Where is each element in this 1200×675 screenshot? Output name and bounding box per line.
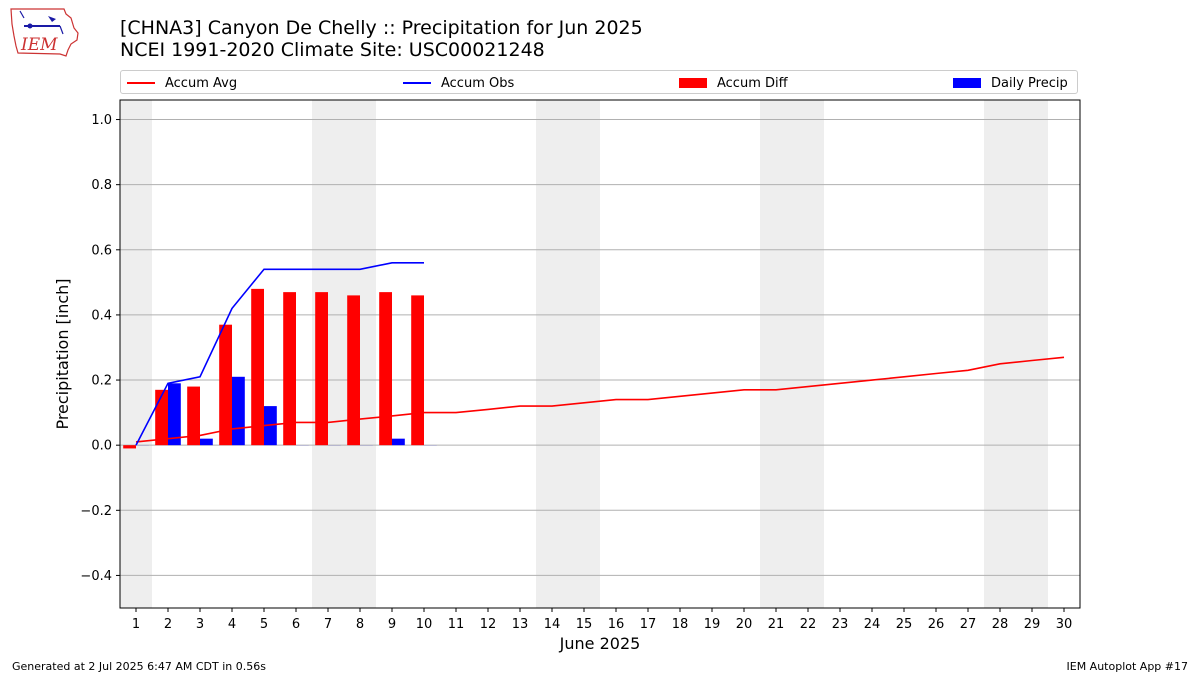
legend-swatch-accum-diff [679, 78, 707, 88]
accum-diff-bar [379, 292, 392, 446]
y-axis-label: Precipitation [inch] [53, 278, 72, 429]
daily-precip-bar [168, 383, 181, 446]
x-tick-label: 7 [324, 617, 332, 632]
x-tick-label: 10 [416, 617, 433, 632]
daily-precip-bar [392, 438, 405, 446]
y-tick-label: −0.4 [80, 569, 112, 584]
x-tick-label: 22 [800, 617, 817, 632]
legend-swatch-daily-precip [953, 78, 981, 88]
legend-swatch-accum-obs [403, 82, 431, 84]
y-tick-label: 0.4 [91, 308, 112, 323]
x-axis-label: June 2025 [559, 634, 641, 653]
x-tick-label: 28 [992, 617, 1009, 632]
daily-precip-bar [200, 438, 213, 446]
x-tick-label: 30 [1056, 617, 1073, 632]
x-tick-label: 23 [832, 617, 849, 632]
x-tick-label: 14 [544, 617, 561, 632]
weekend-shade [120, 100, 152, 608]
legend-item-accum-diff: Accum Diff [679, 74, 788, 92]
accum-obs-line [135, 261, 424, 446]
accum-avg-line [135, 356, 1065, 443]
chart-subtitle: NCEI 1991-2020 Climate Site: USC00021248 [120, 39, 545, 61]
generated-timestamp: Generated at 2 Jul 2025 6:47 AM CDT in 0… [12, 660, 266, 673]
accum-diff-bar [251, 288, 264, 446]
x-tick-label: 15 [576, 617, 593, 632]
accum-diff-bar [219, 324, 232, 446]
legend-item-accum-avg: Accum Avg [127, 74, 237, 92]
accum-diff-bar [315, 292, 328, 446]
y-tick-label: −0.2 [80, 504, 112, 519]
x-tick-label: 16 [608, 617, 625, 632]
x-tick-label: 21 [768, 617, 785, 632]
y-tick-label: 0.8 [91, 178, 112, 193]
x-tick-label: 8 [356, 617, 364, 632]
legend-item-daily-precip: Daily Precip [953, 74, 1068, 92]
x-tick-label: 13 [512, 617, 529, 632]
x-tick-label: 1 [132, 617, 140, 632]
legend-label-accum-avg: Accum Avg [165, 75, 238, 91]
chart-title: [CHNA3] Canyon De Chelly :: Precipitatio… [120, 17, 643, 39]
accum-diff-bar [347, 295, 360, 446]
y-tick-label: 0.6 [91, 243, 112, 258]
x-tick-label: 27 [960, 617, 977, 632]
legend-label-daily-precip: Daily Precip [991, 75, 1068, 91]
x-tick-label: 5 [260, 617, 268, 632]
x-tick-label: 4 [228, 617, 236, 632]
accum-diff-bar [283, 292, 296, 446]
legend-label-accum-diff: Accum Diff [717, 75, 788, 91]
x-tick-label: 3 [196, 617, 204, 632]
x-tick-label: 9 [388, 617, 396, 632]
legend: Accum Avg Accum Obs Accum Diff Daily Pre… [120, 70, 1078, 94]
x-tick-label: 2 [164, 617, 172, 632]
logo-text: IEM [20, 35, 58, 55]
x-tick-label: 25 [896, 617, 913, 632]
x-tick-label: 18 [672, 617, 689, 632]
x-tick-label: 12 [480, 617, 497, 632]
weekend-shade [536, 100, 600, 608]
y-tick-label: 0.2 [91, 374, 112, 389]
accum-diff-bar [187, 386, 200, 446]
x-tick-label: 6 [292, 617, 300, 632]
x-tick-label: 11 [448, 617, 465, 632]
x-tick-label: 19 [704, 617, 721, 632]
x-tick-label: 29 [1024, 617, 1041, 632]
accum-diff-bar [155, 389, 168, 446]
weekend-shade [760, 100, 824, 608]
x-tick-label: 20 [736, 617, 753, 632]
iem-logo: IEM [10, 8, 79, 57]
x-tick-label: 26 [928, 617, 945, 632]
accum-diff-bar [123, 445, 136, 449]
x-tick-label: 17 [640, 617, 657, 632]
app-credit: IEM Autoplot App #17 [1066, 660, 1189, 673]
legend-item-accum-obs: Accum Obs [403, 74, 514, 92]
plot-frame [119, 99, 1081, 609]
y-tick-label: 1.0 [91, 113, 112, 128]
weekend-shade [984, 100, 1048, 608]
legend-label-accum-obs: Accum Obs [441, 75, 515, 91]
daily-precip-bar [232, 376, 245, 446]
y-tick-label: 0.0 [91, 439, 112, 454]
x-tick-label: 24 [864, 617, 881, 632]
accum-diff-bar [411, 295, 424, 446]
legend-swatch-accum-avg [127, 82, 155, 84]
